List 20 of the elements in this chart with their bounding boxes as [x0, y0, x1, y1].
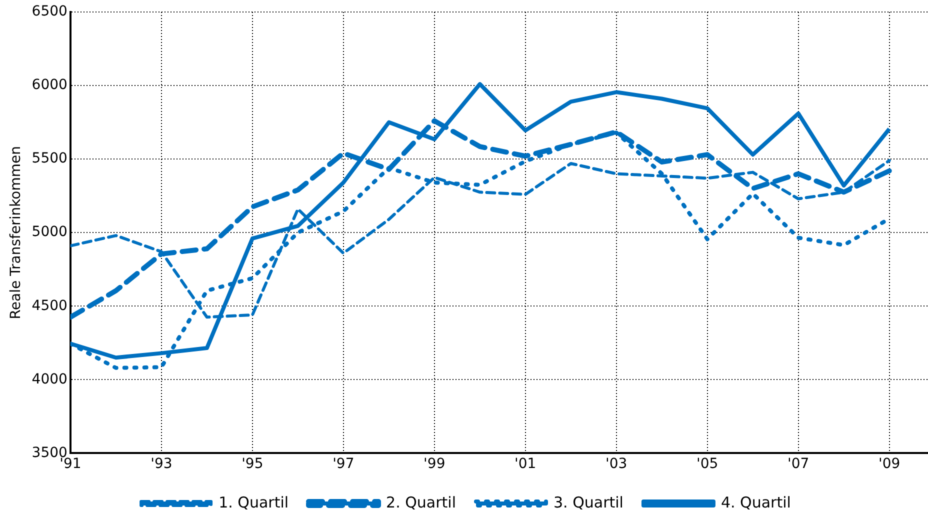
legend-label: 4. Quartil — [720, 493, 791, 512]
legend-label: 3. Quartil — [554, 493, 624, 512]
y-tick-label: 4000 — [32, 371, 68, 388]
y-tick-label: 5000 — [32, 224, 68, 240]
y-tick-label: 5500 — [32, 150, 68, 167]
legend-label: 1. Quartil — [218, 493, 289, 512]
y-tick-label: 6500 — [32, 4, 68, 20]
x-tick-label: '93 — [150, 456, 172, 472]
x-tick-label: '03 — [606, 456, 628, 472]
y-axis-title: Reale Transferinkommen — [8, 146, 24, 320]
x-tick-label: '05 — [696, 456, 718, 472]
y-tick-label: 4500 — [32, 298, 68, 314]
y-tick-label: 6000 — [32, 77, 68, 94]
legend-label: 2. Quartil — [386, 493, 456, 512]
x-tick-label: '95 — [242, 456, 264, 472]
x-tick-label: '01 — [514, 456, 536, 472]
x-tick-label: '09 — [878, 456, 900, 472]
x-tick-label: '99 — [424, 456, 446, 472]
x-tick-label: '07 — [788, 456, 810, 472]
x-tick-label: '97 — [332, 456, 354, 472]
